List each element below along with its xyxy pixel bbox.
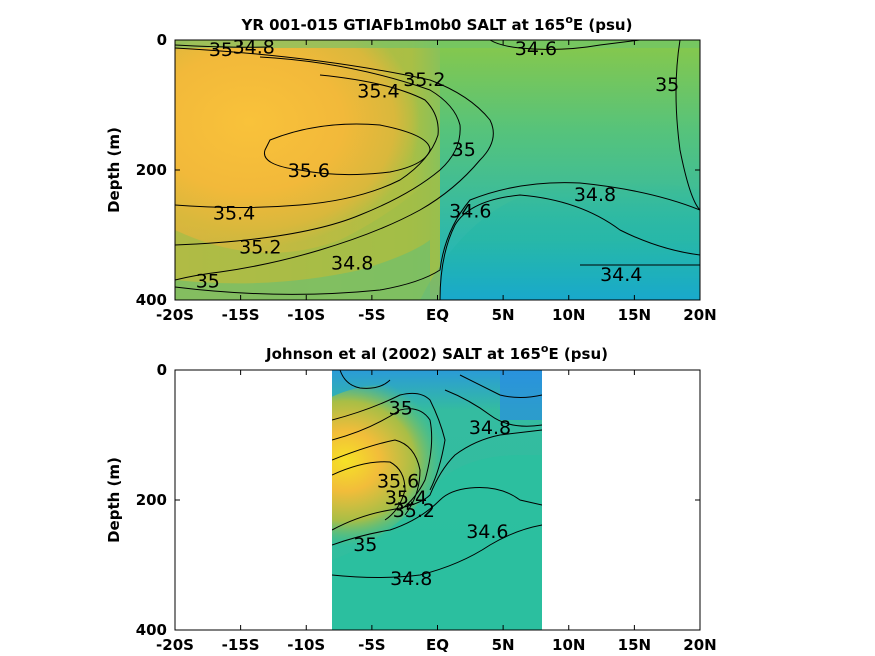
bottom-contour-label: 35.2 — [393, 500, 435, 522]
top-y-axis-label: Depth (m) — [105, 127, 123, 213]
bottom-contour-lines — [332, 370, 542, 578]
top-contour-label: 35.4 — [213, 202, 255, 224]
bottom-x-axis: -20S -15S -10S -5S EQ 5N 10N 15N 20N — [156, 370, 717, 654]
top-y-tick-label: 200 — [136, 161, 167, 179]
top-contour-label: 35 — [655, 74, 679, 96]
top-x-tick-label: -15S — [222, 306, 260, 324]
top-x-tick-label: 10N — [552, 306, 585, 324]
top-contour-label: 35 — [452, 139, 476, 161]
bottom-y-tick-label: 0 — [157, 361, 167, 379]
top-y-tick-label: 400 — [136, 291, 167, 309]
top-contour-label: 34.4 — [600, 264, 642, 286]
bottom-panel: Johnson et al (2002) SALT at 165oE (psu) — [105, 342, 717, 654]
top-contour-label: 35.2 — [403, 69, 445, 91]
bottom-x-tick-label: -20S — [156, 636, 194, 654]
bottom-contour-label: 35.6 — [377, 471, 419, 493]
top-contour-label: 34.8 — [331, 252, 373, 274]
top-contour-label: 35 — [196, 271, 220, 293]
top-x-tick-label: -10S — [287, 306, 325, 324]
top-y-tick-label: 0 — [157, 31, 167, 49]
bottom-contour-label: 34.8 — [469, 417, 511, 439]
bottom-y-axis-label: Depth (m) — [105, 457, 123, 543]
bottom-panel-title: Johnson et al (2002) SALT at 165oE (psu) — [265, 342, 608, 363]
bottom-contour-label: 34.6 — [466, 521, 508, 543]
bottom-x-tick-label: 15N — [618, 636, 651, 654]
bottom-y-tick-label: 400 — [136, 621, 167, 639]
top-x-tick-label: -5S — [358, 306, 385, 324]
bottom-x-tick-label: -10S — [287, 636, 325, 654]
bottom-x-tick-label: EQ — [426, 636, 449, 654]
top-contour-label: 35 — [209, 39, 233, 61]
bottom-x-tick-label: 10N — [552, 636, 585, 654]
top-x-tick-label: 20N — [683, 306, 716, 324]
bottom-contour-labels: 35 34.8 35.635.435.2 34.6 35 34.8 — [353, 398, 511, 590]
top-panel: YR 001-015 GTIAFb1m0b0 SALT at 165oE (ps… — [105, 13, 717, 324]
top-contour-label: 35.2 — [239, 237, 281, 259]
top-contour-label: 34.6 — [515, 38, 557, 60]
bottom-x-tick-label: -5S — [358, 636, 385, 654]
top-x-tick-label: EQ — [426, 306, 449, 324]
top-contour-lines — [175, 40, 700, 300]
bottom-y-tick-label: 200 — [136, 491, 167, 509]
top-x-tick-label: 15N — [618, 306, 651, 324]
top-contour-label: 34.8 — [574, 184, 616, 206]
bottom-y-axis: 0 200 400 — [136, 361, 700, 639]
top-panel-title: YR 001-015 GTIAFb1m0b0 SALT at 165oE (ps… — [241, 13, 633, 34]
top-x-axis: -20S -15S -10S -5S EQ 5N 10N 15N 20N — [156, 40, 717, 324]
bottom-x-tick-label: 20N — [683, 636, 716, 654]
bottom-x-tick-label: 5N — [492, 636, 515, 654]
bottom-contour-label: 35 — [389, 398, 413, 420]
top-y-axis: 0 200 400 — [136, 31, 700, 309]
top-contour-label: 34.6 — [449, 200, 491, 222]
bottom-contour-label: 35 — [353, 534, 377, 556]
bottom-x-tick-label: -15S — [222, 636, 260, 654]
bottom-contour-label: 34.8 — [390, 568, 432, 590]
top-contour-label: 35.4 — [357, 81, 399, 103]
bottom-contour-label: 35.4 — [385, 487, 427, 509]
top-contour-label: 34.8 — [233, 37, 275, 59]
top-x-tick-label: -20S — [156, 306, 194, 324]
top-contour-label: 35.6 — [288, 160, 330, 182]
top-x-tick-label: 5N — [492, 306, 515, 324]
bottom-salinity-field: 35 34.8 35.635.435.2 34.6 35 34.8 — [332, 370, 542, 630]
